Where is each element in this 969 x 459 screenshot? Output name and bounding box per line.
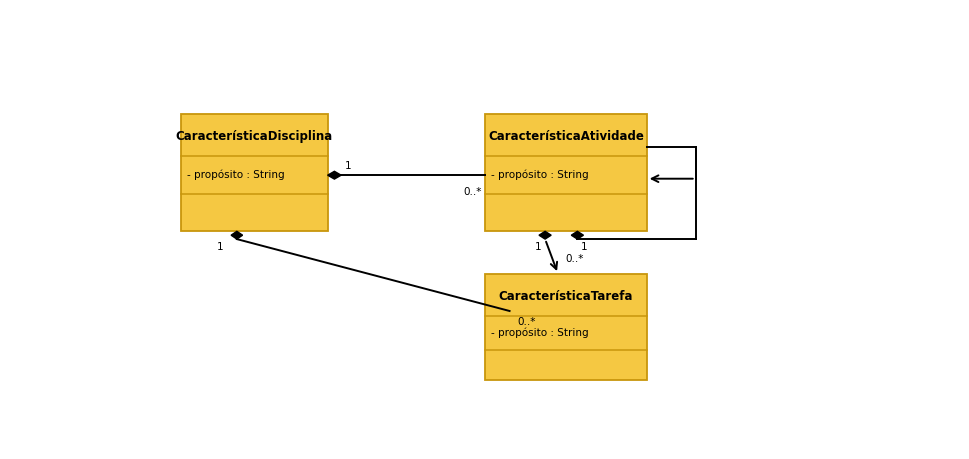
- Text: 1: 1: [535, 241, 542, 252]
- Text: 1: 1: [345, 161, 352, 170]
- Bar: [485, 274, 647, 380]
- Text: 0..*: 0..*: [517, 317, 536, 327]
- Text: CaracterísticaDisciplina: CaracterísticaDisciplina: [175, 130, 333, 143]
- Polygon shape: [539, 232, 551, 240]
- Text: CaracterísticaAtividade: CaracterísticaAtividade: [488, 130, 644, 143]
- Polygon shape: [572, 232, 583, 240]
- Text: - propósito : String: - propósito : String: [187, 169, 285, 179]
- Bar: [181, 115, 328, 232]
- Text: CaracterísticaTarefa: CaracterísticaTarefa: [499, 289, 634, 302]
- Text: - propósito : String: - propósito : String: [491, 327, 589, 337]
- Polygon shape: [231, 232, 242, 240]
- Text: 0..*: 0..*: [566, 254, 584, 263]
- Text: 1: 1: [217, 241, 223, 252]
- Text: 1: 1: [581, 241, 588, 252]
- Bar: [485, 115, 647, 232]
- Polygon shape: [328, 172, 341, 180]
- Text: - propósito : String: - propósito : String: [491, 169, 589, 179]
- Text: 0..*: 0..*: [463, 186, 482, 196]
